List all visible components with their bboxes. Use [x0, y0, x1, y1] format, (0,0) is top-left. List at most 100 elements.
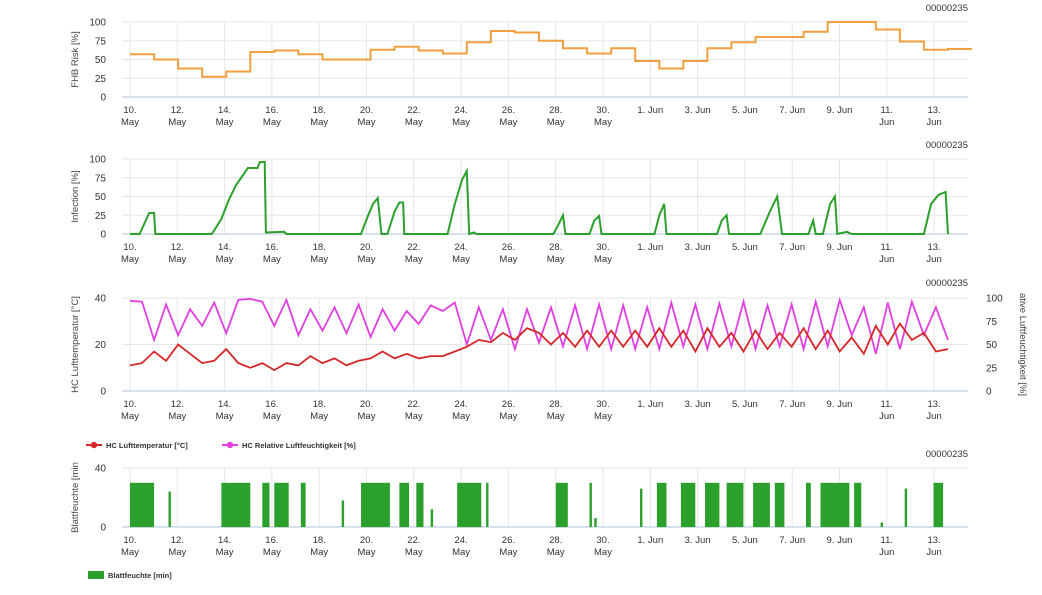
x-tick-label: 5. Jun: [732, 535, 758, 546]
station-id-label: 00000235: [926, 449, 968, 460]
chart-panel-1: 025507510010.May12.May14.May16.May18.May…: [70, 3, 972, 128]
x-tick-label: 24.: [454, 535, 467, 546]
x-tick-label: 13.: [927, 399, 940, 410]
leaf-wetness-bar: [753, 482, 770, 528]
y-tick-label: 100: [89, 155, 106, 166]
y-right-tick-label: 100: [986, 294, 1003, 305]
fhb-risk-line: [130, 21, 972, 78]
x-tick-label-month: May: [547, 411, 565, 422]
x-tick-label: 7. Jun: [779, 535, 805, 546]
x-tick-label-month: May: [168, 254, 186, 265]
x-tick-label-month: Jun: [879, 547, 894, 558]
x-tick-label: 13.: [927, 242, 940, 253]
leaf-wetness-bar: [262, 482, 270, 528]
x-tick-label: 28.: [549, 535, 562, 546]
leaf-wetness-bar: [705, 482, 720, 528]
leaf-wetness-bar: [486, 482, 489, 528]
x-tick-label: 26.: [502, 399, 515, 410]
y-right-axis-label: ative Luftfeuchtigkeit [%]: [1017, 293, 1028, 396]
legend-leaf-wetness: Blattfeuchte [min]: [88, 571, 172, 580]
leaf-wetness-bar: [300, 482, 306, 528]
x-tick-label: 7. Jun: [779, 105, 805, 116]
x-tick-label: 16.: [265, 535, 278, 546]
y-tick-label: 25: [95, 74, 107, 85]
station-id-label: 00000235: [926, 140, 968, 151]
leaf-wetness-bar: [820, 482, 850, 528]
x-tick-label-month: May: [310, 411, 328, 422]
x-tick-label: 3. Jun: [685, 105, 711, 116]
y-tick-label: 20: [95, 340, 107, 351]
x-tick-label: 10.: [123, 399, 136, 410]
legend-temperature-marker: [90, 441, 98, 449]
x-tick-label: 11.: [881, 399, 894, 410]
x-tick-label: 20.: [360, 399, 373, 410]
x-tick-label: 20.: [360, 242, 373, 253]
x-tick-label-month: May: [452, 254, 470, 265]
leaf-wetness-bar: [589, 482, 592, 528]
x-tick-label: 5. Jun: [732, 242, 758, 253]
x-tick-label: 3. Jun: [685, 242, 711, 253]
x-tick-label-month: May: [547, 254, 565, 265]
x-tick-label: 18.: [313, 242, 326, 253]
x-tick-label: 9. Jun: [827, 399, 853, 410]
x-tick-label-month: May: [452, 547, 470, 558]
x-tick-label: 3. Jun: [685, 535, 711, 546]
station-id-label: 00000235: [926, 3, 968, 14]
leaf-wetness-bar: [168, 491, 171, 527]
y-axis-label: HC Lufttemperatur [°C]: [70, 296, 81, 393]
x-tick-label: 30.: [596, 535, 609, 546]
x-tick-label-month: May: [594, 117, 612, 128]
x-tick-label: 24.: [454, 105, 467, 116]
x-tick-label-month: May: [263, 117, 281, 128]
leaf-wetness-bar: [361, 482, 390, 528]
x-tick-label-month: May: [121, 117, 139, 128]
x-tick-label: 14.: [218, 535, 231, 546]
x-tick-label: 9. Jun: [827, 535, 853, 546]
x-tick-label: 28.: [549, 242, 562, 253]
x-tick-label-month: Jun: [926, 254, 941, 265]
x-tick-label-month: May: [310, 117, 328, 128]
x-tick-label-month: May: [358, 117, 376, 128]
x-tick-label-month: Jun: [879, 117, 894, 128]
leaf-wetness-bar: [457, 482, 482, 528]
x-tick-label: 12.: [171, 105, 184, 116]
x-tick-label-month: May: [310, 547, 328, 558]
x-tick-label-month: May: [263, 547, 281, 558]
y-tick-label: 0: [100, 387, 106, 398]
x-tick-label: 1. Jun: [637, 105, 663, 116]
x-tick-label-month: May: [168, 411, 186, 422]
legend-humidity-marker: [226, 441, 234, 449]
y-tick-label: 0: [100, 523, 106, 534]
x-tick-label: 26.: [502, 242, 515, 253]
y-tick-label: 40: [95, 294, 107, 305]
x-tick-label-month: May: [216, 411, 234, 422]
x-tick-label: 11.: [881, 535, 894, 546]
x-tick-label: 30.: [596, 105, 609, 116]
x-tick-label-month: May: [405, 254, 423, 265]
x-tick-label-month: May: [121, 547, 139, 558]
x-tick-label-month: May: [499, 547, 517, 558]
y-axis-label: Infection [%]: [70, 170, 81, 222]
x-tick-label: 16.: [265, 242, 278, 253]
leaf-wetness-bar: [594, 518, 597, 527]
x-tick-label-month: May: [594, 254, 612, 265]
x-tick-label: 10.: [123, 242, 136, 253]
x-tick-label-month: May: [405, 117, 423, 128]
chart-panel-2: 025507510010.May12.May14.May16.May18.May…: [70, 140, 968, 265]
x-tick-label: 13.: [927, 105, 940, 116]
x-tick-label-month: Jun: [879, 254, 894, 265]
x-tick-label-month: May: [358, 411, 376, 422]
x-tick-label-month: May: [168, 547, 186, 558]
x-tick-label-month: May: [452, 411, 470, 422]
x-tick-label: 14.: [218, 242, 231, 253]
x-tick-label: 22.: [407, 242, 420, 253]
chart-panel-4: 04010.May12.May14.May16.May18.May20.May2…: [70, 449, 968, 580]
x-tick-label-month: May: [216, 117, 234, 128]
x-tick-label: 24.: [454, 242, 467, 253]
station-id-label: 00000235: [926, 278, 968, 289]
x-tick-label-month: May: [405, 411, 423, 422]
x-tick-label: 12.: [171, 535, 184, 546]
x-tick-label: 14.: [218, 105, 231, 116]
x-tick-label-month: May: [168, 117, 186, 128]
